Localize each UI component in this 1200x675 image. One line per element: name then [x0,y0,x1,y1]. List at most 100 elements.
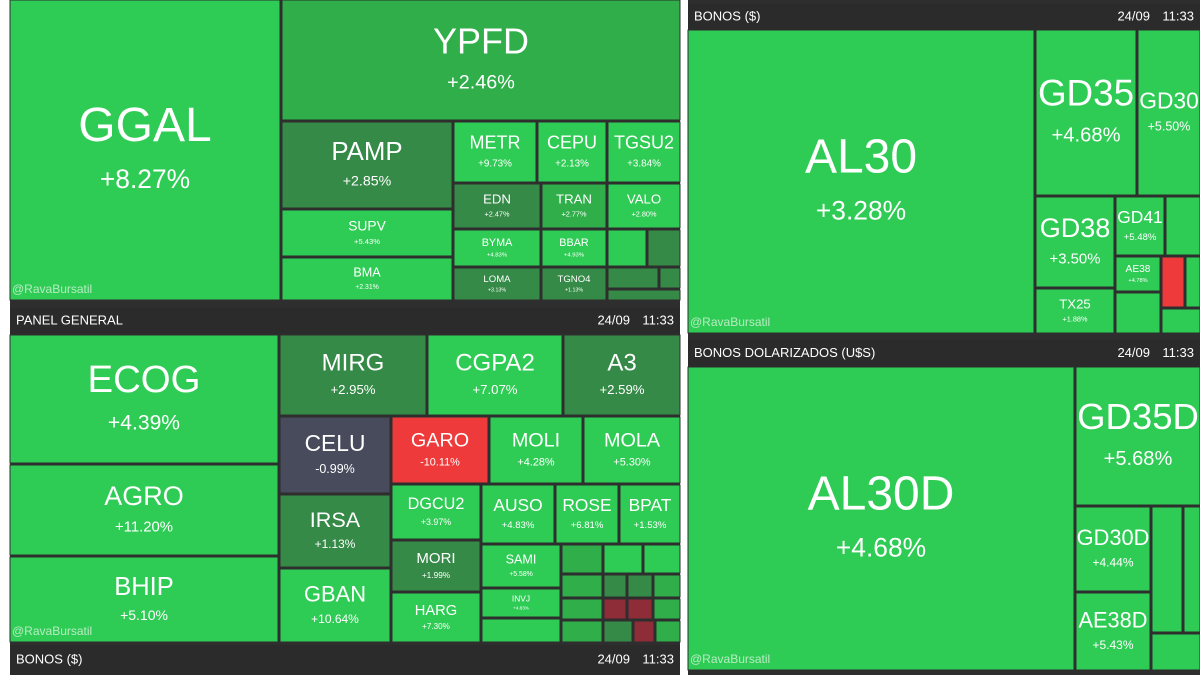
tile-change: +2.46% [447,72,515,94]
small-tile [653,574,681,598]
tile [537,121,607,183]
tile-ticker: SAMI [506,553,537,567]
tile-ticker: AE38D [1078,607,1147,632]
small-tile [607,229,647,267]
bar-label: BONOS ($) [16,651,82,666]
tile-ticker: VALO [627,192,661,207]
tile-change: +4.83% [487,253,508,259]
tile-ticker: BMA [353,266,381,280]
tile-change: +2.85% [343,174,392,190]
bar-time: 11:33 [1162,8,1194,23]
small-tile [561,574,603,598]
tile [427,334,563,416]
tile [687,29,1035,334]
tile-change: +6.81% [571,520,604,531]
watermark: @RavaBursatil [12,282,92,296]
bar-label: PANEL GENERAL [16,312,123,327]
tile-ticker: GD30D [1077,525,1150,550]
bar [10,308,680,334]
tile-change: +4.28% [517,457,555,469]
tile-ticker: AGRO [104,481,184,511]
tile-change: +4.83% [513,606,529,611]
tile-change: +9.73% [478,158,512,169]
watermark: @RavaBursatil [690,652,770,666]
tile-change: +1.99% [422,570,451,580]
tile [391,484,481,540]
tile-change: +5.48% [1124,232,1157,243]
tile-change: -10.11% [420,457,460,469]
tile-change: +10.64% [311,612,359,626]
tile [453,267,541,301]
tile-change: +2.31% [355,284,379,291]
tile-ticker: DGCU2 [408,495,465,513]
tile [279,568,391,643]
tile-ticker: BYMA [482,237,513,249]
bar-date: 24/09 [1117,345,1150,360]
tile [391,416,489,484]
tile-change: +4.44% [1092,555,1133,569]
tile-ticker: BHIP [114,573,174,601]
tile [1035,29,1137,196]
tile-change: +3.28% [816,196,906,226]
tile [391,540,481,592]
small-tile [1161,308,1200,334]
tile-ticker: PAMP [331,138,402,166]
bar-time: 11:33 [1162,345,1194,360]
tile-change: +5.68% [1104,448,1173,470]
tile-ticker: GD35 [1038,73,1134,114]
tile [607,121,681,183]
tile-change: +4.68% [836,533,926,563]
watermark: @RavaBursatil [690,315,770,329]
tile-ticker: IRSA [310,507,361,532]
tile [481,544,561,588]
bar-time: 11:33 [642,651,674,666]
small-tile [1151,633,1200,671]
tile-change: +4.93% [564,253,585,259]
tile-ticker: CGPA2 [455,350,535,377]
small-tile [659,267,681,289]
tile-change: +1.13% [565,288,583,294]
tile-ticker: MOLA [604,429,661,451]
tile-ticker: MOLI [512,429,560,451]
tile [541,229,607,267]
small-tile [481,618,561,643]
tile-change: +1.13% [315,537,356,551]
tile-change: +7.07% [472,382,517,397]
tile-change: +4.83% [502,520,535,531]
bar-time: 11:33 [642,312,674,327]
small-tile [603,620,633,643]
watermark: @RavaBursatil [12,624,92,638]
tile [1035,288,1115,334]
tile [281,0,681,121]
small-tile [1183,506,1200,633]
bar-date: 24/09 [597,651,630,666]
tile [9,464,279,556]
tile-ticker: GD30 [1139,87,1199,113]
tile-ticker: ECOG [87,358,200,401]
small-tile [603,544,643,574]
tile [9,0,281,301]
tile [279,334,427,416]
tile-ticker: AL30 [805,131,917,184]
tile-change: +4.39% [108,412,180,435]
small-tile [655,620,681,643]
tile-ticker: GD35D [1077,396,1199,437]
tile [1075,506,1151,592]
tile-change: +8.27% [100,164,190,194]
tile-change: +3.13% [488,288,506,294]
tile-change: +11.20% [115,519,173,535]
tile-change: +7.30% [422,622,450,631]
tile-ticker: CELU [305,430,366,456]
tile-ticker: GARO [411,429,469,451]
bar-date: 24/09 [1117,8,1150,23]
tile-change: -0.99% [315,462,355,476]
small-tile [647,229,681,267]
tile-change: +2.77% [562,210,587,219]
small-tile [1151,506,1183,633]
small-tile [1165,196,1200,256]
tile [1075,366,1200,506]
tile-ticker: EDN [483,192,511,207]
small-tile [607,289,681,301]
tile-change: +3.84% [627,158,661,169]
